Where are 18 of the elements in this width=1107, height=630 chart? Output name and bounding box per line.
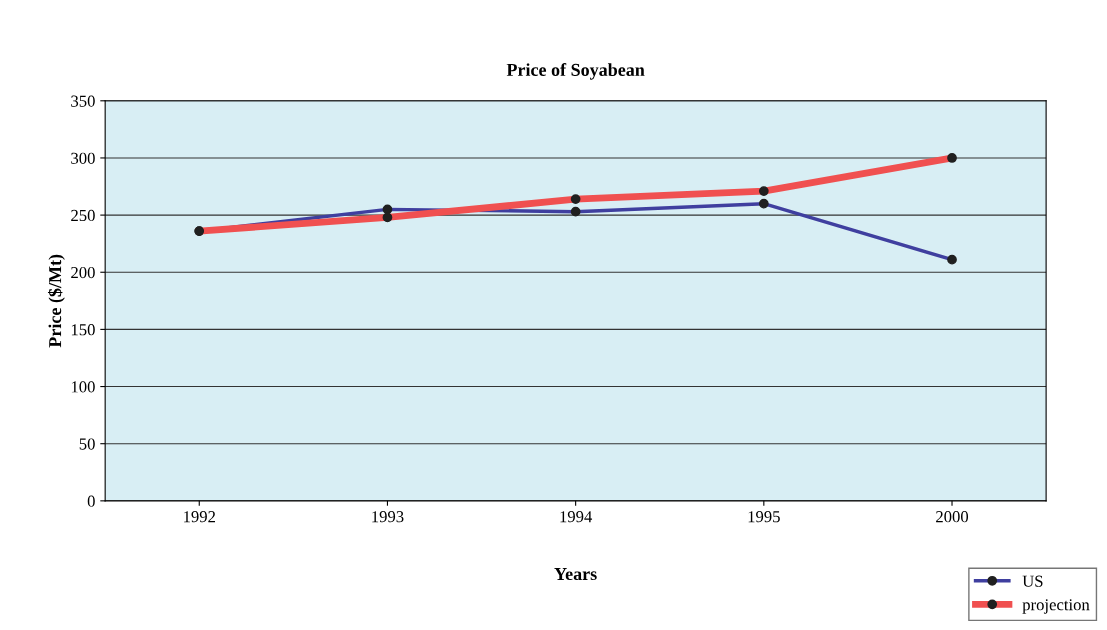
legend-label: US — [1022, 575, 1043, 587]
x-tick-label: 1992 — [184, 511, 216, 523]
y-tick-label: 300 — [71, 152, 95, 164]
y-tick-label: 150 — [71, 324, 95, 336]
x-axis-title: Years — [554, 568, 597, 581]
legend-label: projection — [1022, 599, 1090, 614]
x-tick-label: 1995 — [748, 511, 780, 523]
chart-title: Price of Soyabean — [506, 63, 645, 80]
y-tick-label: 350 — [71, 95, 95, 107]
x-tick-label: 2000 — [936, 511, 969, 523]
y-tick-label: 200 — [71, 266, 95, 279]
y-tick-label: 100 — [71, 381, 95, 393]
y-tick-label: 0 — [87, 495, 95, 507]
y-axis-title: Price ($/Mt) — [47, 254, 65, 348]
y-tick-label: 50 — [79, 438, 95, 450]
y-tick-label: 250 — [71, 209, 95, 222]
x-tick-label: 1993 — [372, 511, 404, 523]
x-tick-label: 1994 — [560, 511, 593, 523]
